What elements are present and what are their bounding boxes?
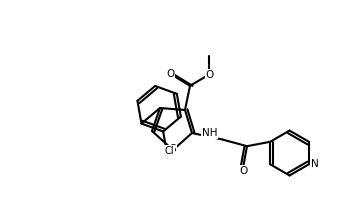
Text: N: N: [311, 159, 319, 169]
Text: O: O: [166, 69, 174, 79]
Text: NH: NH: [202, 128, 217, 138]
Text: Cl: Cl: [165, 146, 174, 156]
Text: O: O: [240, 166, 248, 176]
Text: S: S: [170, 144, 176, 154]
Text: O: O: [206, 70, 214, 80]
